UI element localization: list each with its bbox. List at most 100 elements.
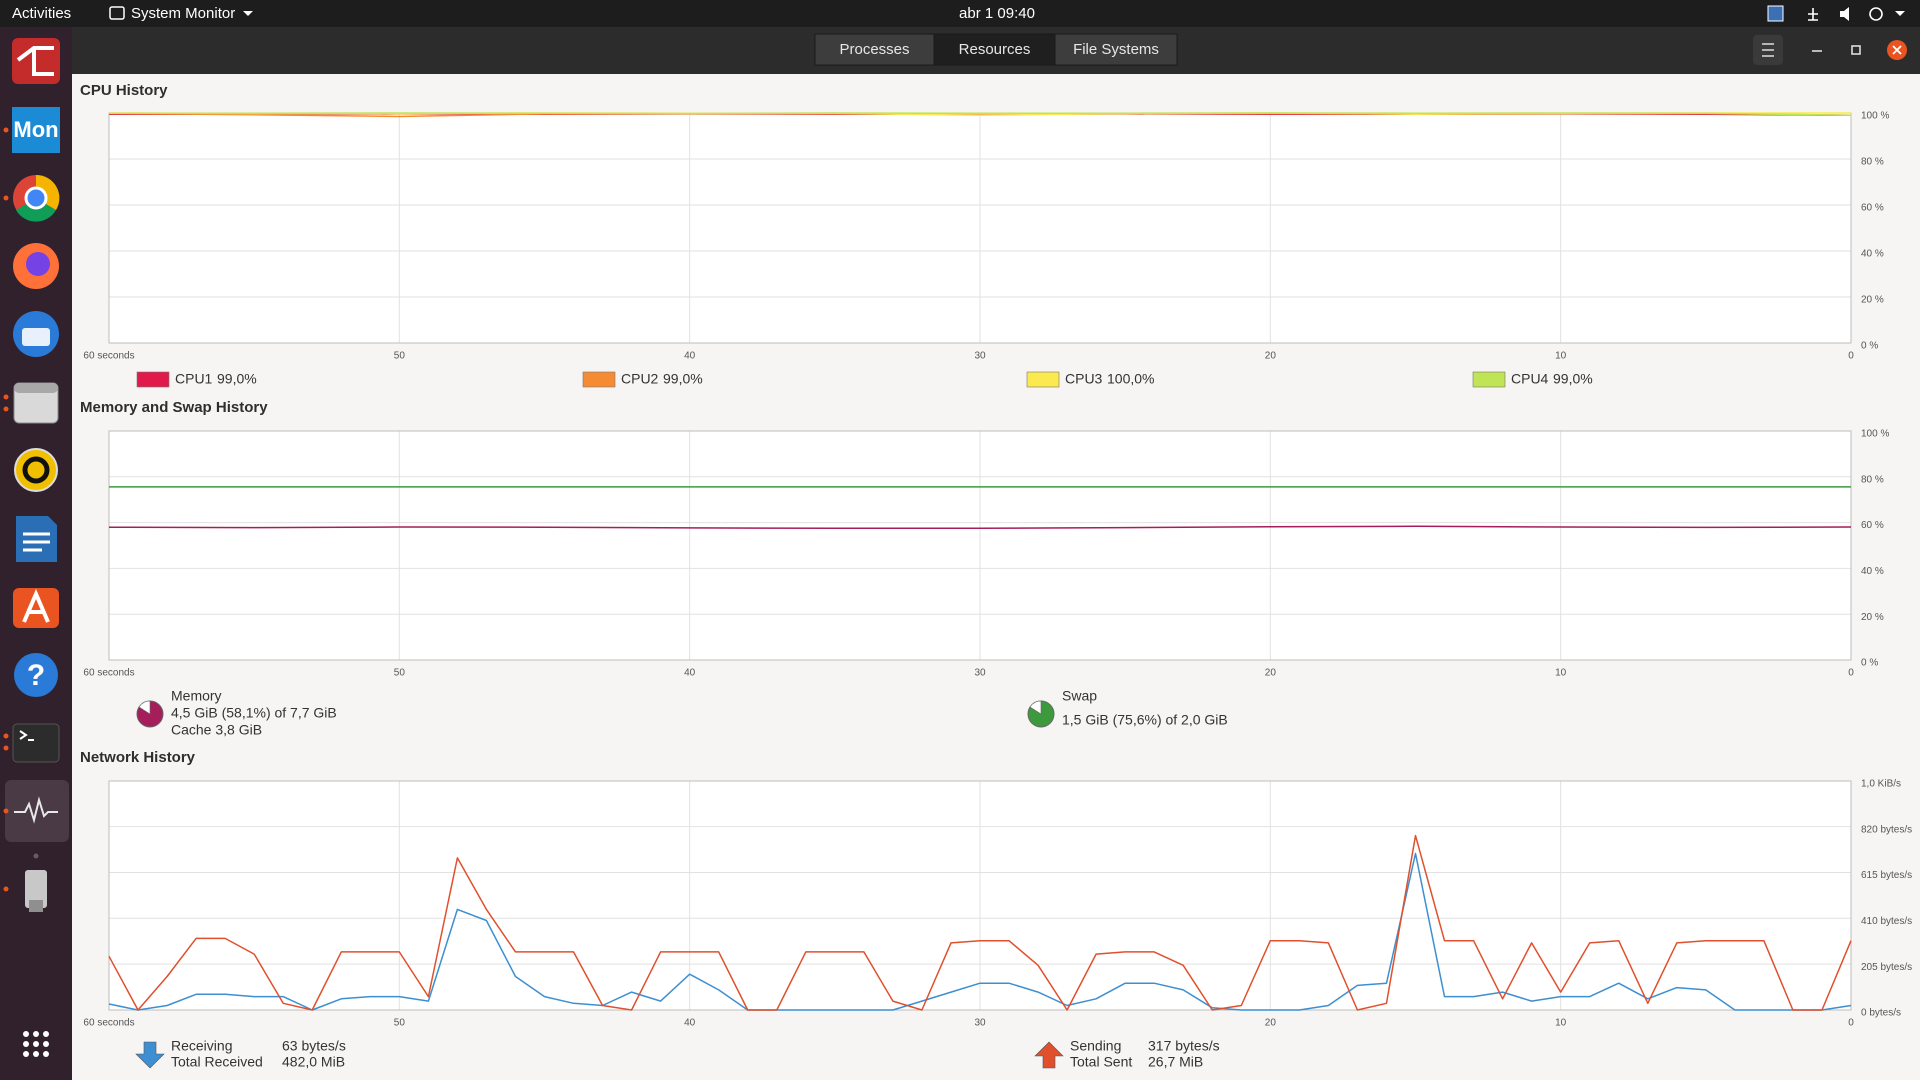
legend-total: 26,7 MiB — [1148, 1054, 1203, 1070]
icon-envelope — [22, 328, 50, 346]
legend-name: Receiving — [171, 1038, 232, 1054]
legend-name: Sending — [1070, 1038, 1121, 1054]
legend-swatch — [582, 371, 616, 388]
dock-app-monitor[interactable]: Mon — [12, 107, 60, 153]
icon-tab — [14, 383, 58, 393]
y-tick-label: 0 % — [1861, 658, 1878, 669]
x-tick-label: 0 — [1848, 351, 1854, 362]
tab-group: Processes Resources File Systems — [814, 33, 1178, 66]
legend-rate: 63 bytes/s — [282, 1038, 346, 1054]
legend-value: 100,0% — [1107, 371, 1154, 387]
y-tick-label: 410 bytes/s — [1861, 916, 1912, 927]
resources-view: CPU History 60 seconds 50 40 30 20 10 0 0 % 20 % 4… — [80, 82, 1912, 1070]
y-tick-label: 205 bytes/s — [1861, 962, 1912, 973]
activities[interactable]: Activities — [12, 5, 71, 22]
running-dot — [3, 406, 9, 412]
legend-detail: 4,5 GiB (58,1%) of 7,7 GiB — [171, 705, 337, 721]
dock-app-writer[interactable] — [16, 516, 57, 562]
x-tick-label: 50 — [394, 351, 406, 362]
show-applications[interactable] — [23, 1031, 49, 1057]
x-tick-label: 30 — [974, 351, 986, 362]
legend-swatch — [1026, 371, 1060, 388]
dock-app-help[interactable]: ? — [14, 653, 58, 697]
legend-rate: 317 bytes/s — [1148, 1038, 1220, 1054]
icon-glyph — [22, 588, 50, 623]
dock-app-terminal[interactable] — [12, 723, 60, 763]
legend-total: 482,0 MiB — [282, 1054, 345, 1070]
y-tick-label: 60 % — [1861, 203, 1884, 214]
grid-dot — [43, 1051, 49, 1057]
top-bar — [0, 0, 1920, 27]
x-tick-label: 20 — [1265, 351, 1277, 362]
icon-bg — [16, 516, 57, 562]
legend-total-label: Total Received — [171, 1054, 263, 1070]
power-icon[interactable] — [1869, 7, 1883, 21]
x-tick-label: 60 seconds — [83, 668, 134, 679]
plot-border — [108, 780, 1852, 1011]
x-tick-label: 30 — [974, 668, 986, 679]
grid-dot — [23, 1031, 29, 1037]
series-line — [108, 834, 1852, 1011]
running-dot — [3, 745, 9, 751]
x-tick-label: 20 — [1265, 668, 1277, 679]
indicator-icon[interactable] — [1767, 5, 1784, 22]
tab[interactable] — [933, 33, 1056, 66]
network-icon[interactable] — [1808, 8, 1818, 21]
app-menu-arrow — [243, 11, 253, 16]
legend-arrow-down — [135, 1041, 165, 1069]
tab-label: File Systems — [1073, 41, 1159, 58]
app-menu[interactable]: System Monitor — [131, 5, 235, 22]
y-tick-label: 20 % — [1861, 295, 1884, 306]
legend-detail: 1,5 GiB (75,6%) of 2,0 GiB — [1062, 712, 1228, 728]
legend-name: CPU1 — [175, 371, 213, 387]
x-tick-label: 60 seconds — [83, 351, 134, 362]
icon-plug — [29, 900, 43, 912]
dock-app-firefox[interactable] — [13, 243, 59, 289]
system-menu-arrow[interactable] — [1895, 11, 1905, 16]
grid-dot — [23, 1041, 29, 1047]
dock-app-thunderbird[interactable] — [13, 311, 59, 357]
y-tick-label: 0 % — [1861, 341, 1878, 352]
tab[interactable] — [814, 33, 935, 66]
x-tick-label: 30 — [974, 1018, 986, 1029]
y-tick-label: 40 % — [1861, 249, 1884, 260]
icon-center — [26, 252, 50, 276]
y-tick-label: 80 % — [1861, 474, 1884, 485]
legend-name: CPU2 — [621, 371, 659, 387]
dock-app-software[interactable] — [13, 588, 59, 628]
section-title: Network History — [80, 749, 196, 766]
section-title: Memory and Swap History — [80, 399, 268, 416]
grid-dot — [23, 1051, 29, 1057]
dock-usb[interactable] — [25, 870, 47, 912]
dock-app-pinta[interactable] — [12, 38, 60, 84]
y-tick-label: 615 bytes/s — [1861, 870, 1912, 881]
legend-name: Swap — [1062, 688, 1097, 704]
menu-icon — [1762, 43, 1774, 57]
legend-pie-slice — [1029, 700, 1042, 715]
y-tick-label: 20 % — [1861, 612, 1884, 623]
legend-pie-slice — [138, 700, 151, 715]
x-tick-label: 10 — [1555, 1018, 1567, 1029]
tab[interactable] — [1054, 33, 1178, 66]
dock-app-chrome[interactable] — [13, 174, 60, 222]
series-line — [108, 852, 1852, 1011]
y-tick-label: 60 % — [1861, 520, 1884, 531]
grid-dot — [43, 1031, 49, 1037]
dock-app-rhythmbox[interactable] — [14, 448, 58, 492]
close-icon — [1892, 45, 1902, 55]
dock-app-system-monitor[interactable] — [14, 796, 58, 824]
dock-app-files[interactable] — [13, 382, 59, 424]
running-dot — [3, 195, 9, 201]
running-dot — [3, 808, 9, 814]
icon-lines — [23, 532, 50, 552]
x-tick-label: 10 — [1555, 351, 1567, 362]
maximize-button[interactable] — [1851, 45, 1861, 55]
legend-name: CPU4 — [1511, 371, 1549, 387]
volume-icon[interactable] — [1840, 7, 1849, 21]
x-tick-label: 50 — [394, 1018, 406, 1029]
icon-bg — [12, 723, 60, 763]
clock[interactable]: abr 1 09:40 — [959, 5, 1035, 22]
x-tick-label: 50 — [394, 668, 406, 679]
